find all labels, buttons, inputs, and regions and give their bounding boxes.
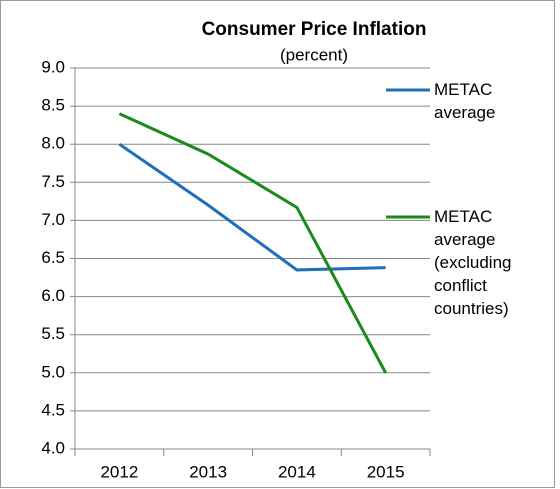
chart-title: Consumer Price Inflation [202, 19, 427, 40]
y-tick-label: 9.0 [41, 57, 65, 76]
y-tick-label: 4.0 [41, 438, 65, 457]
y-tick-label: 5.0 [41, 362, 65, 381]
y-tick-label: 6.0 [41, 286, 65, 305]
legend-label: METAC average [434, 80, 496, 122]
series-line [118, 142, 386, 272]
x-tick-label: 2014 [278, 462, 316, 481]
y-tick-label: 4.5 [41, 400, 65, 419]
series-line [118, 112, 387, 374]
y-tick-label: 8.5 [41, 96, 65, 115]
y-tick-label: 8.0 [41, 134, 65, 153]
chart-subtitle: (percent) [280, 45, 348, 64]
x-tick-label: 2015 [367, 462, 405, 481]
y-tick-label: 6.5 [41, 248, 65, 267]
y-tick-label: 7.0 [41, 210, 65, 229]
legend-label: METAC average (excluding conflict countr… [434, 207, 512, 318]
x-tick-label: 2012 [100, 462, 138, 481]
x-tick-label: 2013 [189, 462, 227, 481]
y-tick-label: 5.5 [41, 324, 65, 343]
y-tick-label: 7.5 [41, 172, 65, 191]
